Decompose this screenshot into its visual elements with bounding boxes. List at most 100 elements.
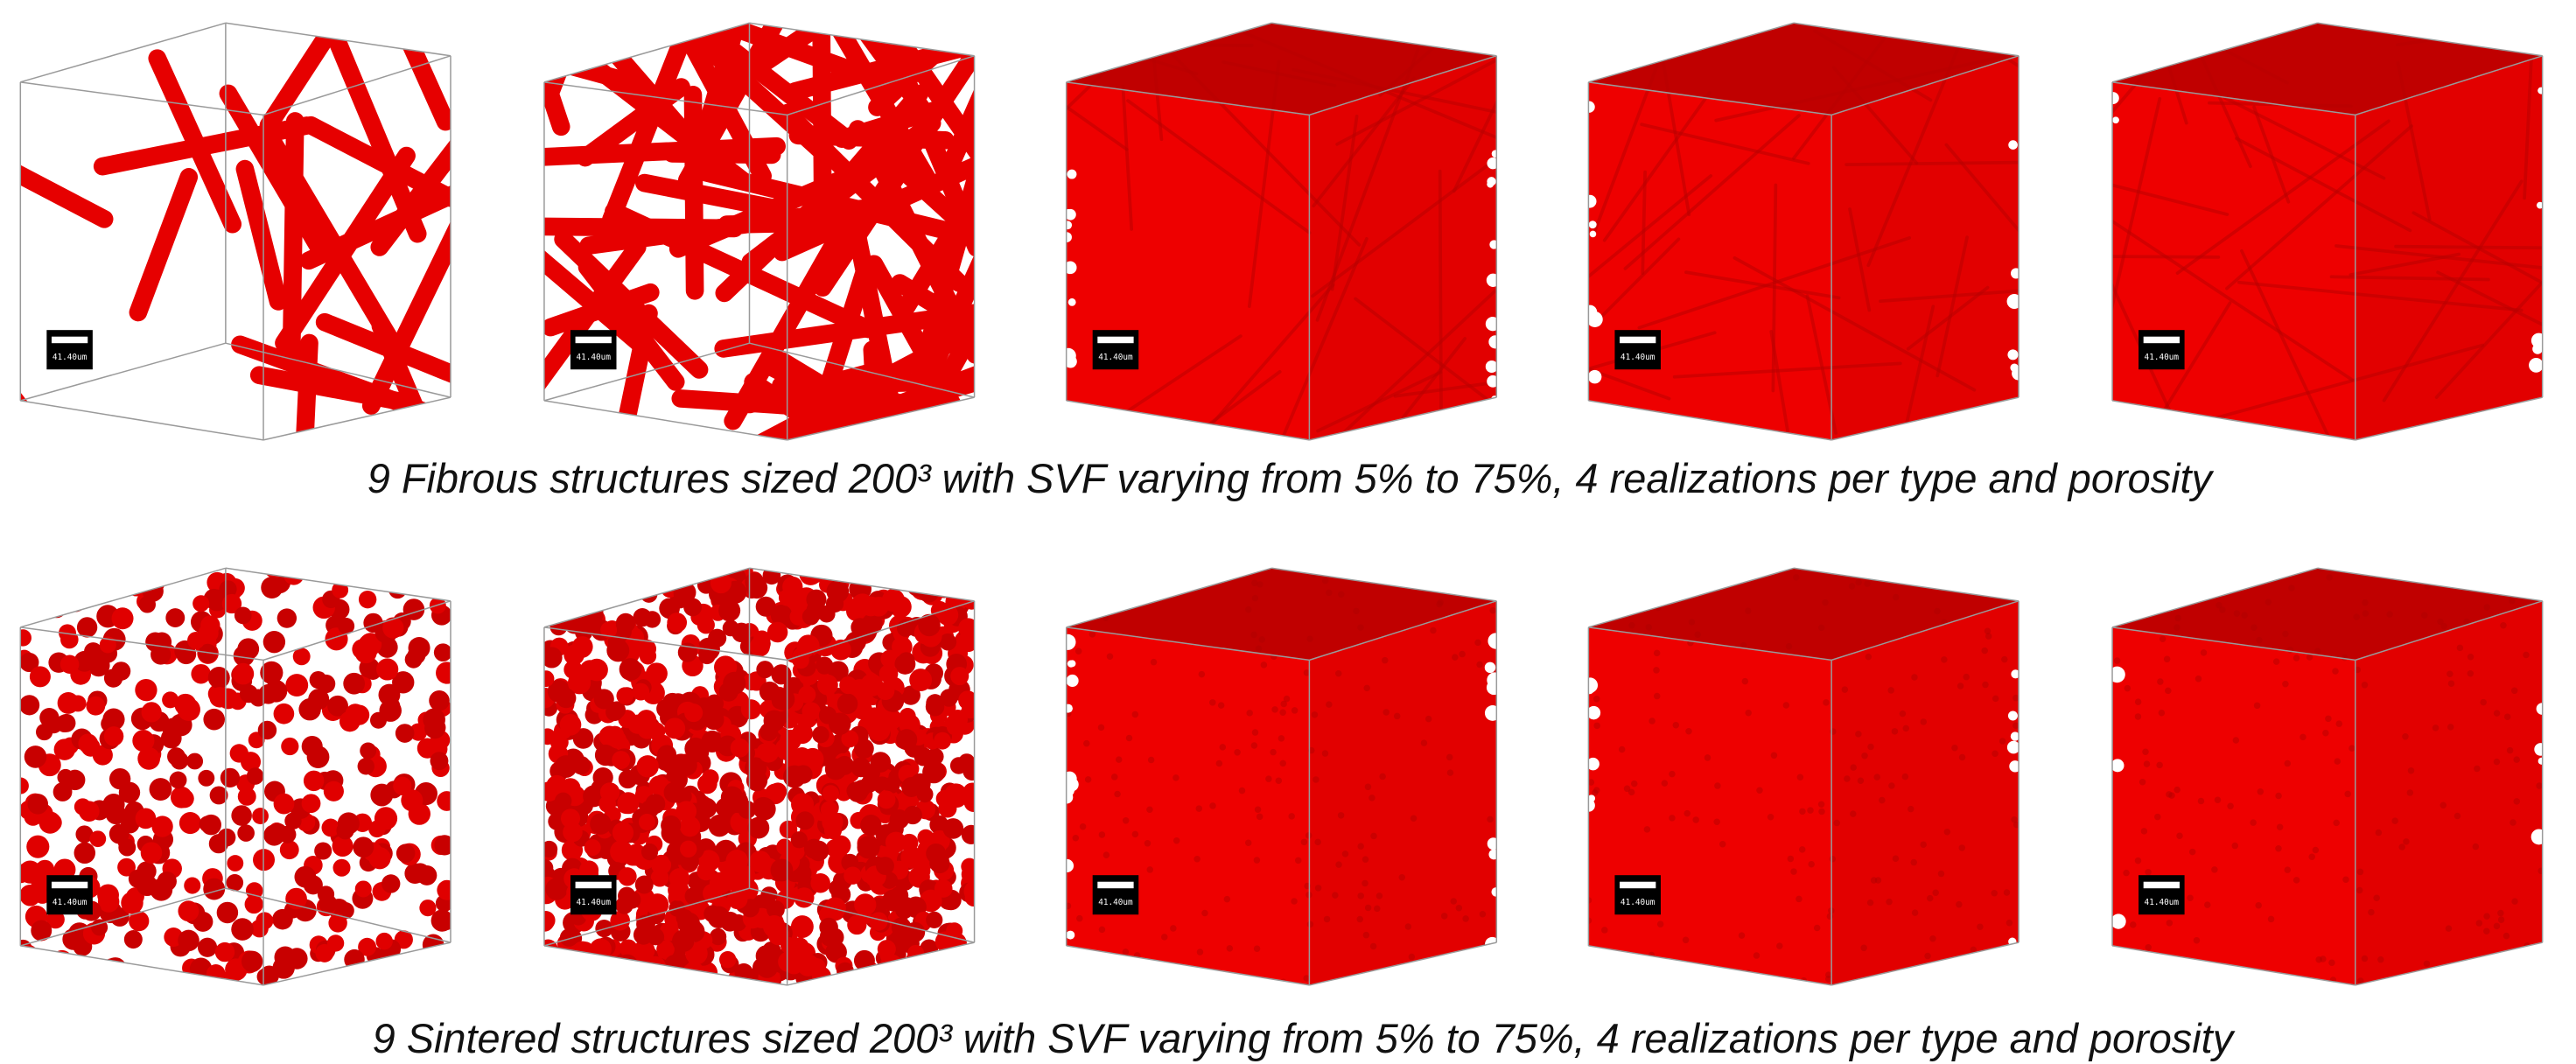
particle	[280, 840, 299, 859]
particle	[612, 751, 630, 769]
particle	[1276, 777, 1283, 784]
particle	[866, 707, 884, 724]
particle	[1788, 856, 1795, 863]
particle	[1941, 656, 1948, 663]
particle	[393, 777, 411, 795]
particle	[1200, 974, 1207, 981]
particle	[536, 859, 553, 876]
particle	[926, 970, 945, 989]
particle	[89, 830, 106, 847]
particle	[562, 598, 582, 619]
particle	[1830, 856, 1837, 863]
particle	[1489, 976, 1496, 984]
particle	[277, 608, 297, 627]
particle	[2288, 584, 2295, 592]
particle	[1441, 913, 1448, 920]
particle	[2483, 928, 2490, 935]
particle	[1756, 787, 1763, 794]
pore	[2110, 914, 2125, 928]
particle	[608, 731, 626, 748]
particle	[178, 698, 200, 721]
particle	[1963, 674, 1970, 681]
particle	[1279, 760, 1286, 767]
particle	[2408, 767, 2415, 774]
particle	[844, 867, 861, 885]
particle	[543, 970, 566, 993]
particle	[274, 704, 295, 724]
particle	[1201, 910, 1208, 917]
pore	[1488, 335, 1502, 348]
particle	[1170, 925, 1177, 932]
particle	[178, 930, 200, 952]
particle	[1362, 880, 1368, 887]
particle	[963, 956, 980, 973]
structure-cube: 41.40um	[0, 0, 512, 478]
particle	[2135, 698, 2142, 705]
particle	[719, 951, 736, 968]
particle	[206, 964, 226, 984]
particle	[835, 756, 854, 775]
particle	[664, 718, 685, 738]
particle	[1227, 945, 1234, 952]
particle	[1314, 839, 1321, 846]
particle	[1462, 915, 1469, 922]
particle	[2268, 916, 2275, 923]
particle	[958, 753, 975, 770]
particle	[1911, 674, 1918, 681]
particle	[1938, 871, 1945, 878]
particle	[539, 570, 559, 590]
particle	[77, 617, 97, 637]
particle	[882, 589, 905, 612]
particle	[382, 617, 403, 638]
particle	[544, 603, 564, 623]
particle	[343, 673, 365, 695]
pore	[1485, 705, 1501, 721]
particle	[1991, 890, 1998, 897]
particle	[2473, 844, 2480, 850]
particle	[819, 918, 838, 937]
fiber	[2396, 247, 2562, 248]
particle	[898, 965, 914, 982]
particle	[86, 571, 105, 591]
pore	[1487, 680, 1502, 695]
particle	[1902, 774, 1909, 780]
particle	[680, 841, 696, 858]
particle	[2353, 613, 2360, 620]
particle	[1485, 578, 1492, 585]
particle	[1593, 696, 1600, 703]
particle	[2145, 944, 2152, 951]
particle	[2368, 909, 2375, 916]
particle	[2348, 745, 2356, 752]
particle	[1322, 578, 1329, 584]
particle	[850, 563, 871, 584]
particle	[2320, 956, 2327, 962]
particle	[258, 721, 276, 739]
particle	[1324, 916, 1331, 923]
particle	[882, 561, 905, 584]
particle	[576, 585, 596, 606]
particle	[1161, 934, 1168, 941]
particle	[877, 969, 893, 985]
particle	[596, 974, 614, 992]
particle	[804, 839, 824, 859]
particle	[2141, 828, 2148, 835]
particle	[1957, 682, 1964, 690]
particle	[1863, 570, 1870, 577]
particle	[1814, 925, 1821, 932]
particle	[839, 676, 857, 694]
fiber	[984, 10, 1196, 74]
particle	[1616, 967, 1623, 974]
particle	[2123, 870, 2130, 877]
particle	[640, 648, 656, 664]
particle	[1279, 710, 1286, 717]
particle	[333, 859, 351, 877]
particle	[616, 613, 635, 633]
particle	[65, 770, 85, 790]
scale-bar: 41.40um	[1093, 330, 1139, 369]
particle	[1370, 833, 1377, 840]
particle	[121, 892, 143, 914]
particle	[867, 557, 890, 580]
particle	[2503, 933, 2510, 940]
particle	[667, 612, 687, 633]
particle	[1261, 662, 1268, 668]
